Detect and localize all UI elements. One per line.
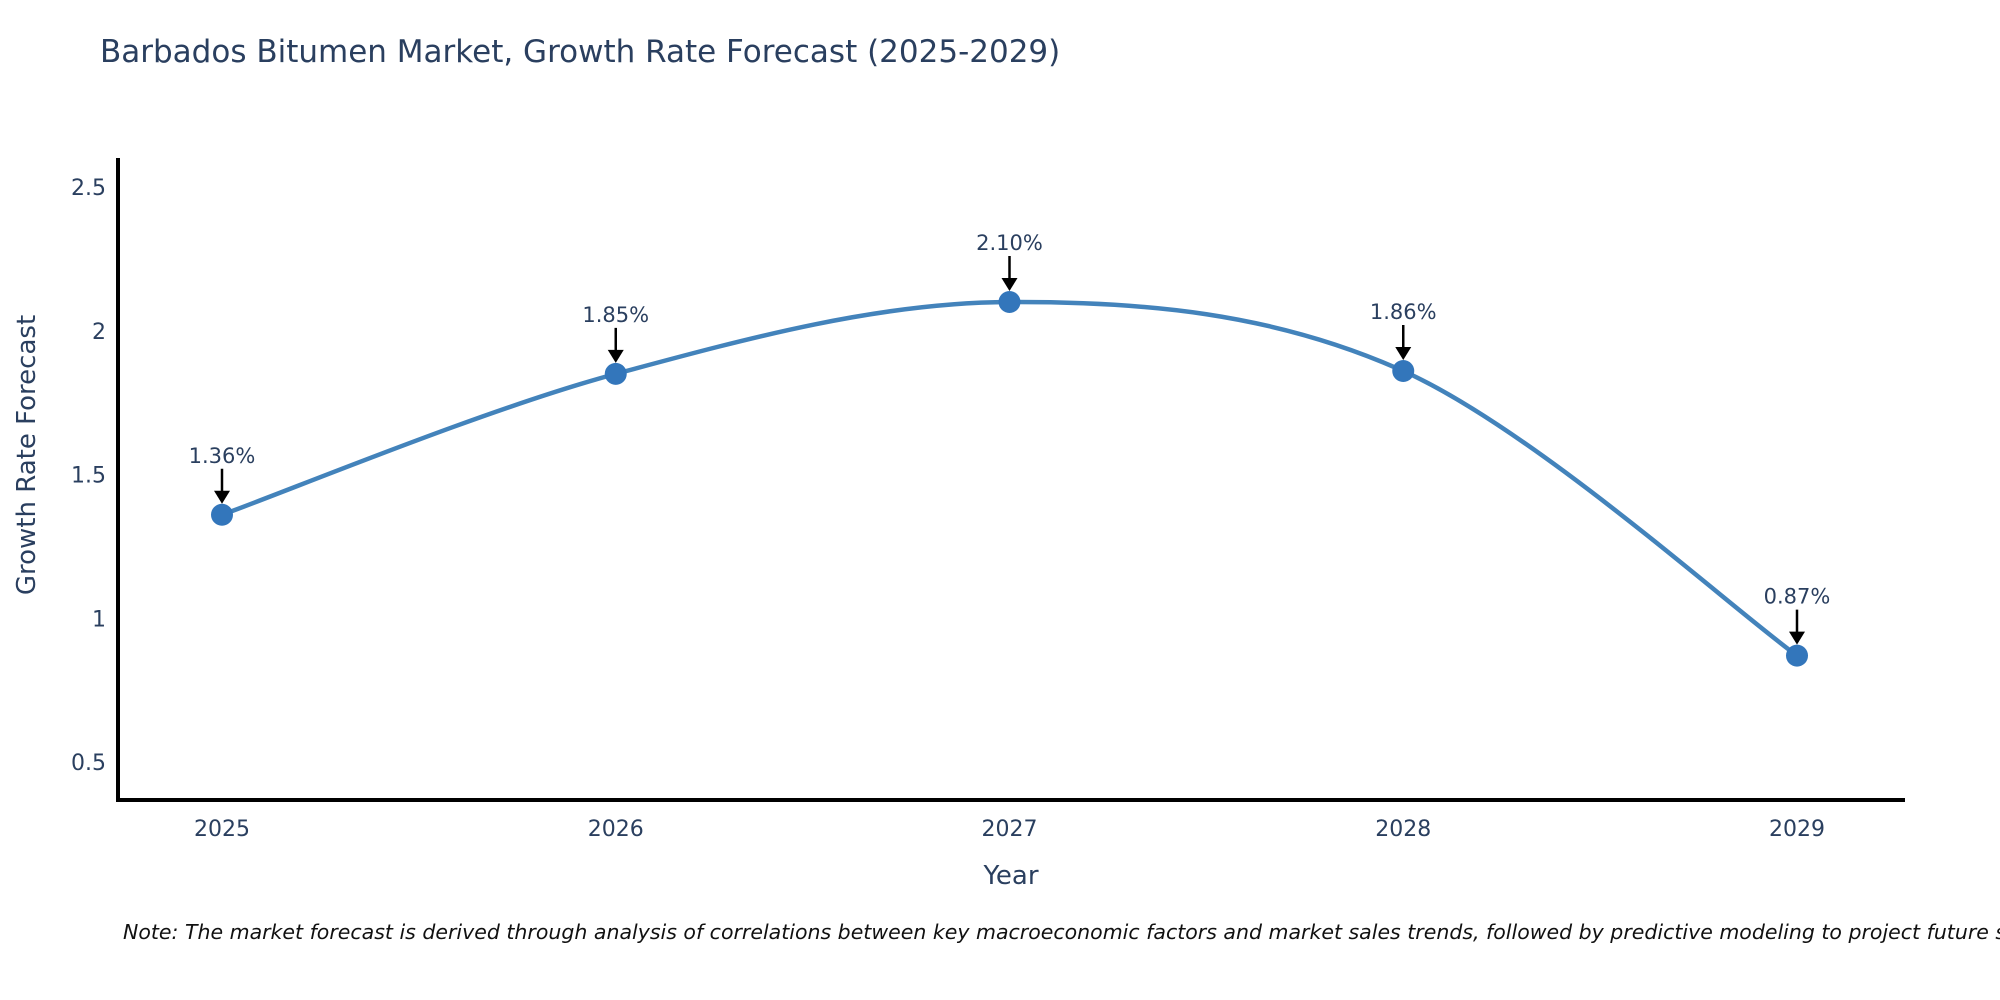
axis-ticks: 0.5 1 1.5 2 2.5 2025 2026 2027 2028 2029 — [71, 176, 1825, 842]
annotation-arrowhead — [1395, 347, 1412, 360]
x-tick-label: 2027 — [982, 817, 1038, 842]
annotation-arrowhead — [1001, 278, 1018, 291]
y-tick-label: 1 — [92, 607, 106, 632]
point-annotation: 0.87% — [1764, 585, 1831, 645]
series-growth-rate — [211, 291, 1808, 667]
x-tick-label: 2029 — [1769, 817, 1825, 842]
y-tick-label: 2 — [92, 320, 106, 345]
point-annotation: 1.85% — [582, 303, 649, 363]
point-annotation: 1.36% — [189, 444, 256, 504]
x-tick-label: 2025 — [194, 817, 250, 842]
data-point-marker — [1392, 360, 1415, 382]
annotation-arrowhead — [607, 349, 624, 363]
growth-rate-line — [221, 299, 1799, 658]
data-point-marker — [211, 503, 233, 526]
data-point-label: 1.85% — [582, 303, 649, 327]
data-point-marker — [1786, 644, 1808, 667]
data-point-marker — [604, 362, 627, 385]
y-tick-label: 1.5 — [71, 464, 106, 489]
point-annotation: 2.10% — [976, 231, 1043, 291]
data-point-marker — [998, 291, 1021, 313]
chart-title: Barbados Bitumen Market, Growth Rate For… — [100, 34, 1061, 70]
point-annotation: 1.86% — [1370, 300, 1437, 360]
footnote: Note: The market forecast is derived thr… — [123, 920, 2000, 944]
data-point-label: 0.87% — [1764, 585, 1831, 609]
data-point-label: 1.36% — [189, 444, 256, 468]
annotation-arrowhead — [214, 490, 230, 504]
x-axis-title: Year — [983, 861, 1039, 891]
data-point-label: 1.86% — [1370, 300, 1437, 324]
point-annotations: 1.36% 1.85% 2.10% 1.86% 0.87% — [189, 231, 1831, 645]
x-tick-label: 2028 — [1375, 817, 1431, 842]
y-tick-label: 2.5 — [71, 176, 106, 201]
data-point-label: 2.10% — [976, 231, 1043, 255]
annotation-arrowhead — [1789, 631, 1805, 645]
y-axis-title: Growth Rate Forecast — [12, 314, 42, 596]
y-tick-label: 0.5 — [71, 751, 106, 776]
x-tick-label: 2026 — [588, 817, 644, 842]
